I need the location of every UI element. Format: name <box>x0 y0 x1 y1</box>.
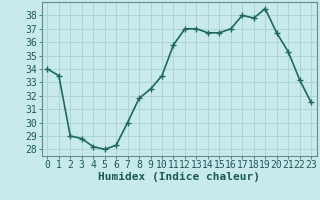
X-axis label: Humidex (Indice chaleur): Humidex (Indice chaleur) <box>98 172 260 182</box>
